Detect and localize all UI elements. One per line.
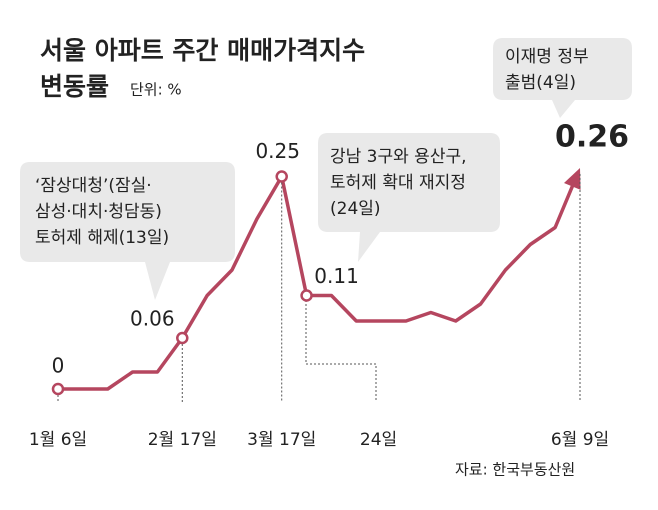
annotation-text: ‘잠상대청’(잠실· [35, 176, 152, 196]
annotation-text: 출범(4일) [505, 73, 576, 93]
annotation-text: (24일) [330, 199, 381, 219]
point-marker [300, 289, 313, 302]
annotation-text: 토허제 확대 재지정 [330, 173, 466, 193]
x-tick-label: 2월 17일 [148, 430, 217, 450]
data-label: 0.11 [314, 264, 359, 288]
x-tick-label: 3월 17일 [247, 430, 316, 450]
point-marker [275, 170, 288, 183]
data-label: 0.06 [130, 307, 175, 331]
data-line [58, 174, 577, 391]
x-tick-label: 6월 9일 [551, 430, 609, 450]
annotation-text: 이재명 정부 [505, 47, 589, 67]
annotation-text: 강남 3구와 용산구, [330, 147, 467, 167]
data-label: 0.26 [555, 120, 629, 155]
callout-bubble [20, 162, 235, 300]
leader-line [305, 296, 377, 402]
point-marker [176, 331, 189, 345]
chart-subtitle: 변동률 [40, 72, 109, 101]
x-tick-label: 1월 6일 [29, 430, 87, 450]
source: 자료: 한국부동산원 [455, 461, 575, 479]
data-label: 0.25 [255, 139, 300, 163]
annotation-text: 삼성·대치·청담동) [35, 202, 162, 222]
data-label: 0 [52, 354, 65, 378]
callout-bubble [493, 38, 632, 118]
chart-title: 서울 아파트 주간 매매가격지수 [40, 36, 365, 65]
callout-bubble [318, 133, 500, 262]
unit-label: 단위: % [130, 81, 182, 99]
annotation-text: 토허제 해제(13일) [35, 228, 169, 248]
x-tick-label: 24일 [360, 430, 397, 450]
arrow-head [563, 168, 581, 190]
point-marker [51, 382, 65, 396]
